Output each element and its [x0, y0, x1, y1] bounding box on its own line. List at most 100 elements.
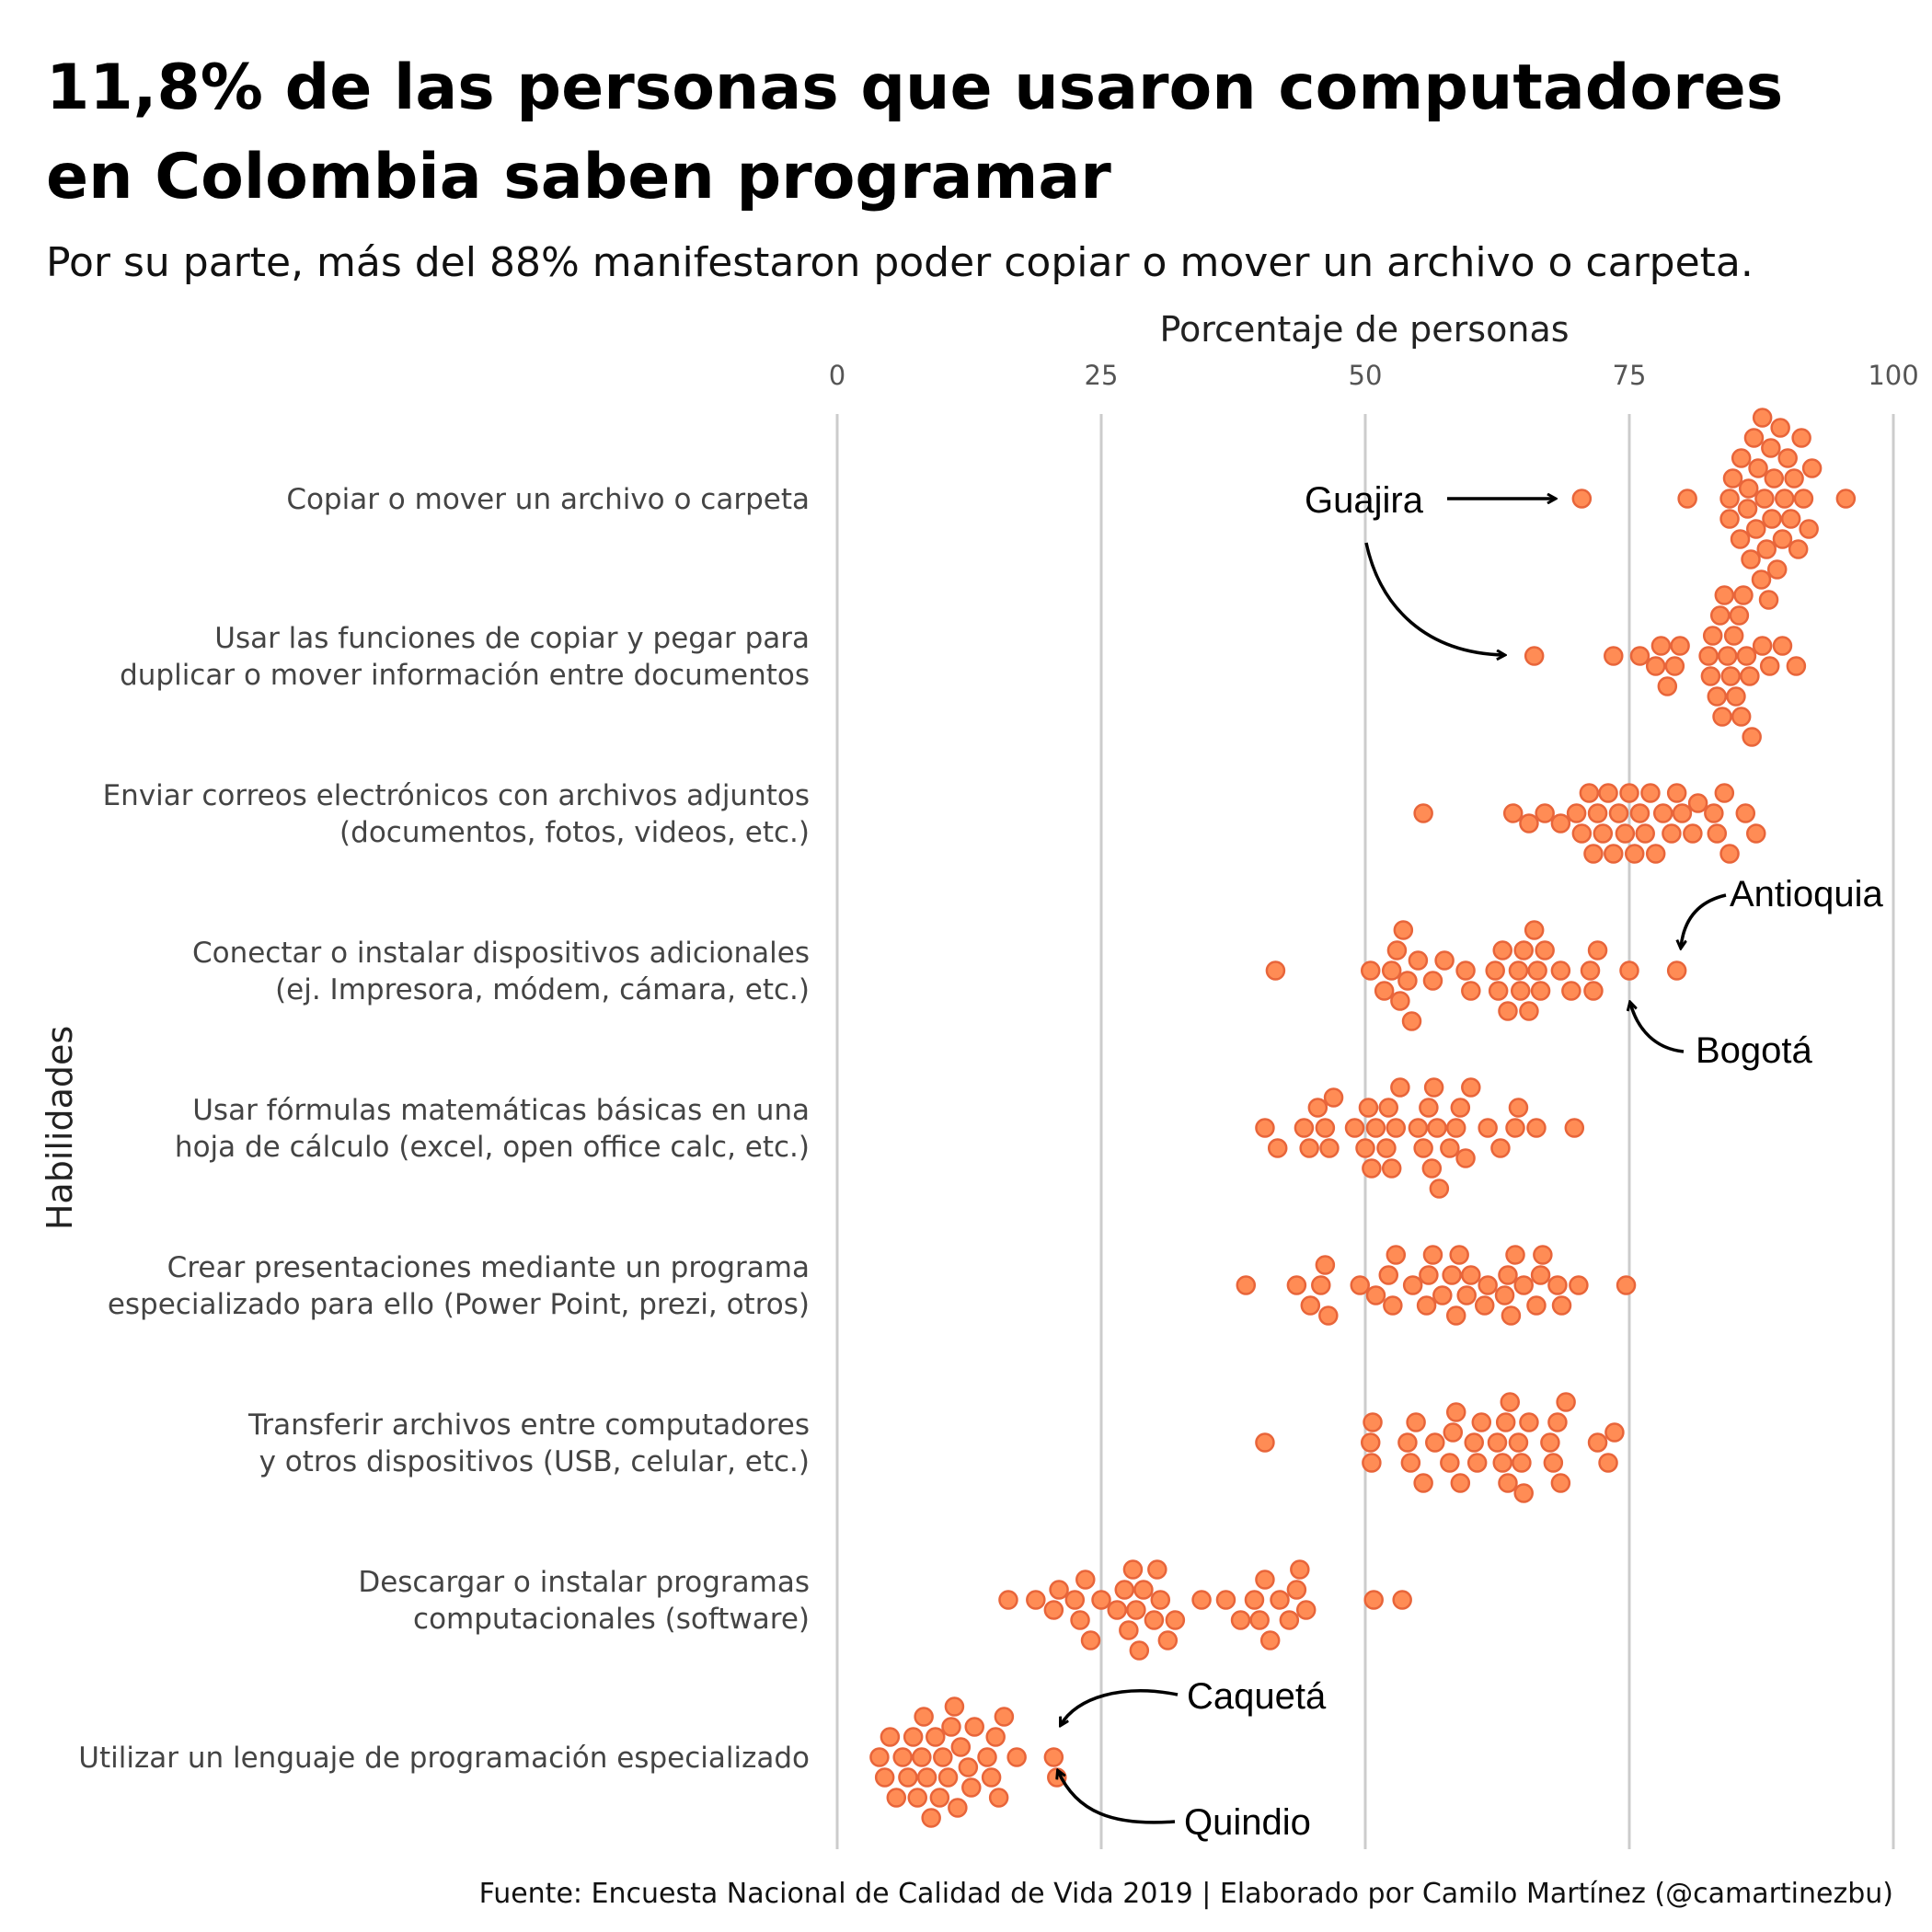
category-label: Copiar o mover un archivo o carpeta: [286, 483, 810, 516]
data-point: [1751, 569, 1772, 590]
data-point: [1709, 605, 1731, 626]
data-point: [1244, 1590, 1265, 1610]
data-point: [1731, 707, 1752, 727]
data-point: [1286, 1580, 1307, 1600]
data-point: [1719, 489, 1740, 509]
data-point: [1566, 803, 1587, 823]
data-point: [1295, 1600, 1317, 1620]
data-point: [1786, 656, 1807, 676]
data-point: [1498, 1265, 1518, 1285]
arrow-antioquia: [1681, 893, 1727, 948]
data-point: [1107, 1600, 1127, 1620]
data-point: [1746, 519, 1766, 539]
data-point: [1624, 844, 1645, 864]
data-point: [1442, 1265, 1462, 1285]
data-point: [1579, 783, 1600, 803]
data-point: [1587, 803, 1608, 823]
data-point: [1422, 971, 1443, 991]
data-point: [1362, 1453, 1382, 1473]
data-point: [1598, 783, 1618, 803]
data-point: [1746, 823, 1766, 844]
data-point: [1547, 1412, 1568, 1432]
data-point: [1265, 960, 1286, 981]
data-point: [886, 1788, 907, 1808]
data-point: [1425, 1432, 1445, 1453]
data-point: [1315, 1255, 1336, 1275]
data-points: [869, 408, 1857, 1828]
data-point: [880, 1727, 901, 1747]
data-point: [1835, 489, 1857, 509]
data-point: [1748, 458, 1768, 478]
data-point: [1550, 1473, 1571, 1493]
data-point: [1508, 960, 1529, 981]
data-point: [1652, 803, 1673, 823]
data-point: [1408, 1118, 1429, 1138]
annotations: Guajira Antioquia Bogotá Caquetá Quindio: [1058, 480, 1884, 1843]
data-point: [1386, 1118, 1407, 1138]
data-point: [1666, 783, 1687, 803]
data-point: [1731, 448, 1752, 468]
category-label: especializado para ello (Power Point, pr…: [108, 1288, 810, 1321]
data-point: [1319, 1138, 1340, 1158]
data-point: [1255, 1118, 1275, 1138]
data-point: [1666, 960, 1687, 981]
data-point: [1043, 1747, 1064, 1767]
grid-lines: [835, 414, 1895, 1849]
data-point: [1416, 1295, 1437, 1316]
data-point: [1608, 803, 1629, 823]
data-point: [1474, 1295, 1495, 1316]
data-point: [1707, 823, 1728, 844]
data-point: [1714, 585, 1735, 605]
data-point: [1119, 1620, 1139, 1640]
data-point: [948, 1798, 968, 1818]
data-point: [1157, 1630, 1179, 1650]
data-point: [1698, 646, 1719, 666]
data-point: [1569, 1275, 1589, 1295]
data-point: [1799, 519, 1819, 539]
data-point: [1645, 656, 1666, 676]
data-point: [1255, 1570, 1275, 1590]
data-point: [1719, 844, 1740, 864]
data-point: [1378, 1098, 1399, 1118]
data-point: [1700, 666, 1721, 686]
data-point: [1383, 1295, 1403, 1316]
data-point: [1587, 1432, 1608, 1453]
data-point: [1604, 646, 1624, 666]
data-point: [1393, 920, 1414, 940]
data-point: [1775, 489, 1795, 509]
data-point: [1290, 1559, 1310, 1580]
data-point: [1770, 418, 1790, 438]
data-point: [1702, 626, 1723, 646]
data-point: [1619, 783, 1639, 803]
data-point: [1564, 1118, 1585, 1138]
data-point: [1615, 823, 1636, 844]
data-point: [1490, 1138, 1511, 1158]
data-point: [1249, 1610, 1270, 1630]
data-point: [1445, 1305, 1466, 1326]
data-point: [1583, 981, 1604, 1001]
data-point: [912, 1747, 932, 1767]
data-point: [1571, 823, 1593, 844]
data-point: [1495, 1412, 1516, 1432]
data-point: [1598, 1453, 1618, 1473]
data-point: [1114, 1580, 1135, 1600]
data-point: [1286, 1275, 1307, 1295]
data-point: [1419, 1098, 1439, 1118]
category-label: Usar fórmulas matemáticas básicas en una: [192, 1094, 810, 1127]
category-label: (ej. Impresora, módem, cámara, etc.): [275, 973, 810, 1006]
data-point: [1766, 559, 1788, 580]
data-point: [1386, 940, 1408, 960]
data-point: [1535, 803, 1555, 823]
data-point: [1421, 1158, 1443, 1179]
data-point: [1561, 981, 1581, 1001]
data-point: [1318, 1305, 1339, 1326]
data-point: [1122, 1559, 1144, 1580]
data-point: [1500, 1392, 1521, 1412]
data-point: [1801, 458, 1823, 478]
data-point: [1616, 1275, 1637, 1295]
data-point: [1299, 1138, 1319, 1158]
data-point: [1390, 1077, 1410, 1098]
data-point: [1365, 1285, 1386, 1305]
data-point: [950, 1737, 972, 1757]
